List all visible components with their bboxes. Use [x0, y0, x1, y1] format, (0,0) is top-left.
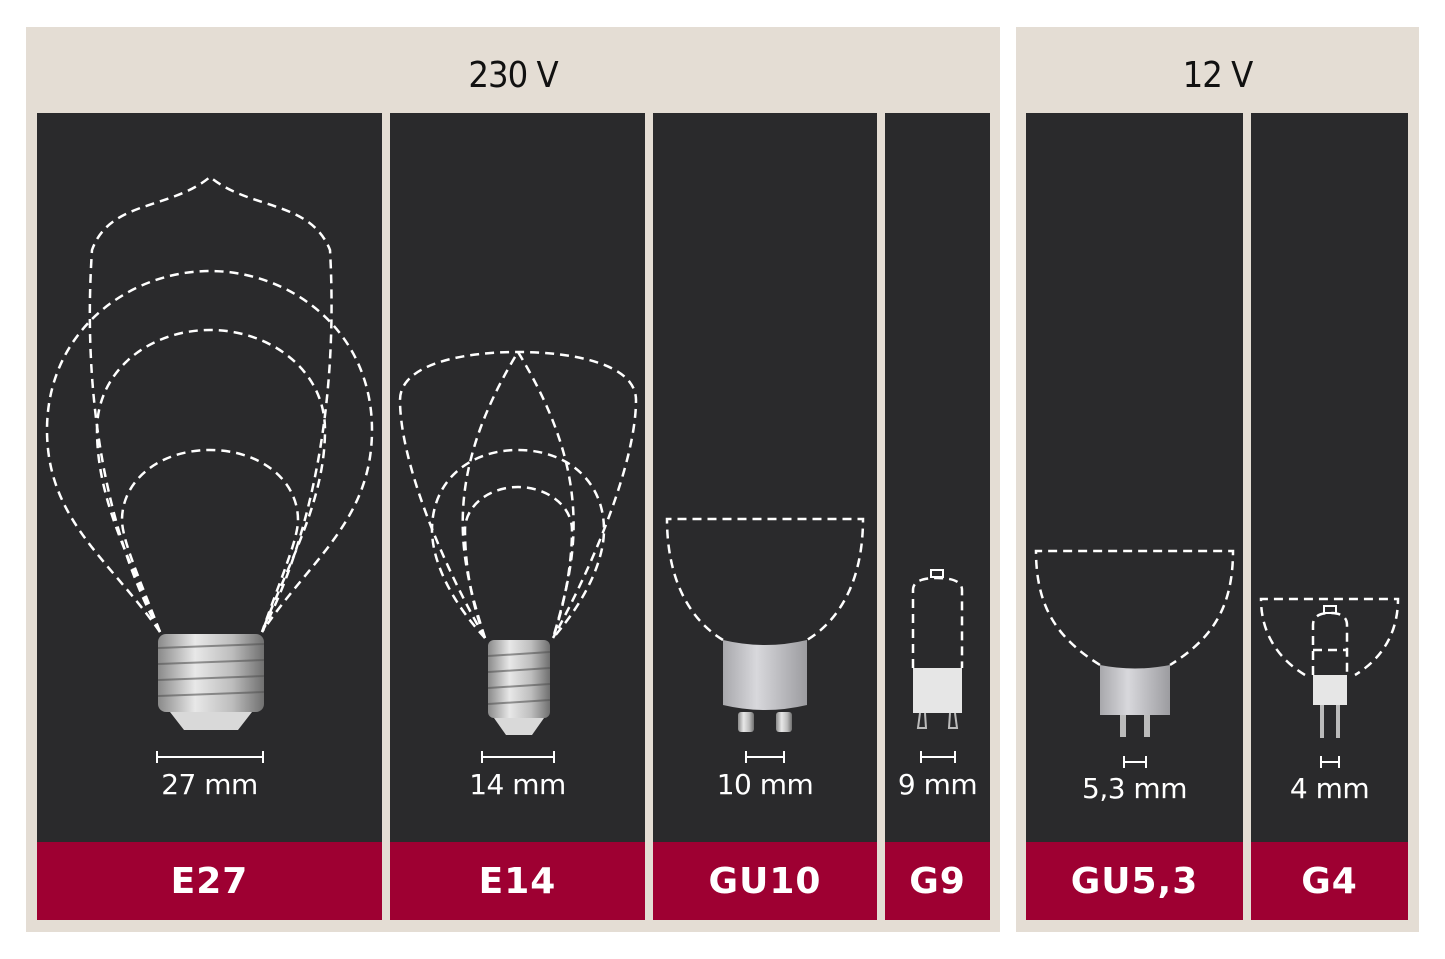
panel-g4: 4 mm G4: [1251, 113, 1408, 920]
panel-gu53: 5,3 mm GU5,3: [1026, 113, 1243, 920]
socket-label: E27: [37, 842, 382, 920]
panel-e27: 27 mm E27: [37, 113, 382, 920]
socket-label: G4: [1251, 842, 1408, 920]
voltage-title: 230 V: [468, 55, 558, 96]
socket-label: GU5,3: [1026, 842, 1243, 920]
size-label: 10 mm: [716, 768, 814, 801]
size-label: 9 mm: [897, 768, 978, 801]
panel-g9: 9 mm G9: [885, 113, 990, 920]
voltage-title: 12 V: [1182, 55, 1254, 96]
socket-label: G9: [885, 842, 990, 920]
size-label: 4 mm: [1289, 772, 1370, 805]
panel-gu10: 10 mm GU10: [653, 113, 877, 920]
socket-label: E14: [390, 842, 645, 920]
socket-label: GU10: [653, 842, 877, 920]
size-label: 27 mm: [161, 768, 258, 801]
panel-e14: 14 mm E14: [390, 113, 645, 920]
size-label: 14 mm: [469, 768, 566, 801]
size-label: 5,3 mm: [1082, 772, 1187, 805]
